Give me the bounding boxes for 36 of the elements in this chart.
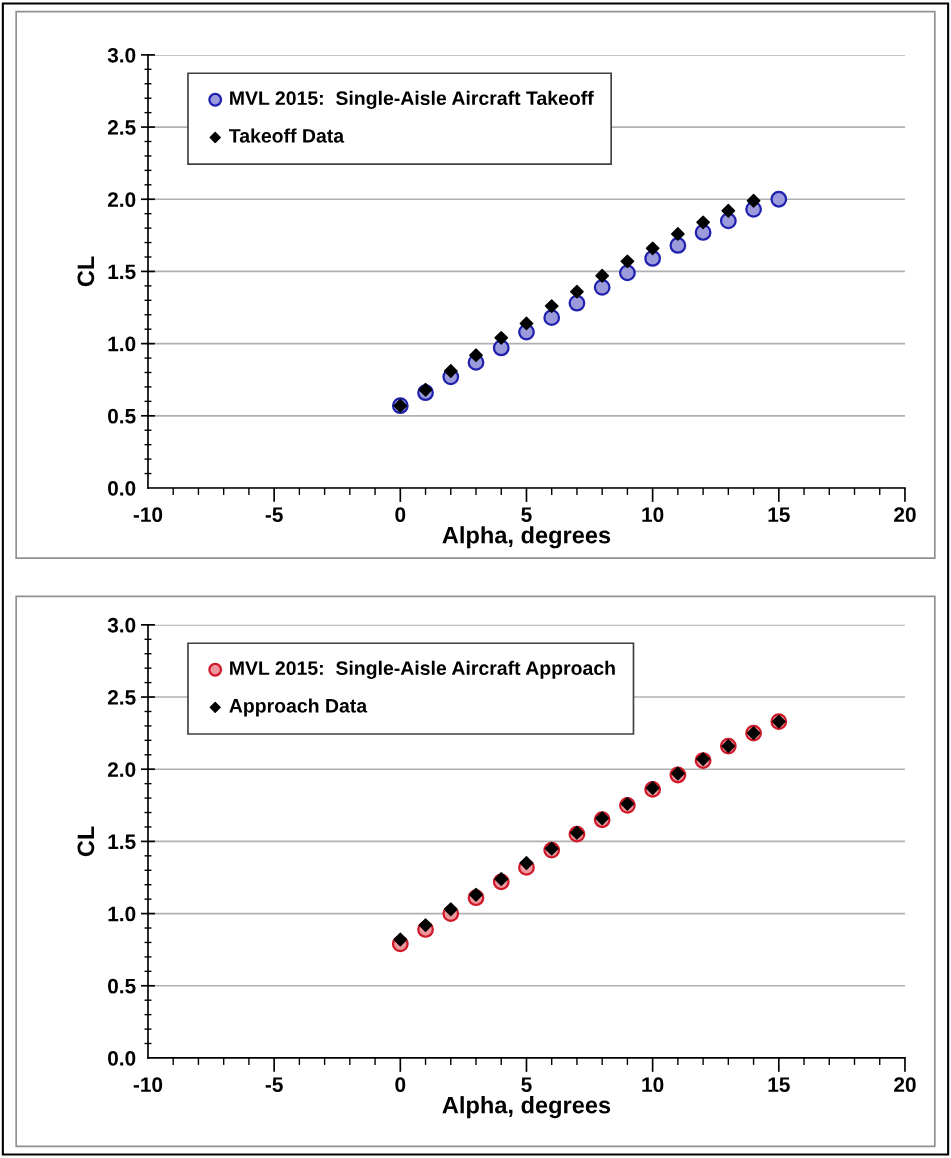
legend-label: Takeoff Data: [229, 128, 345, 143]
y-tick-label: 1.0: [108, 336, 136, 352]
x-tick-label: 10: [642, 1077, 664, 1092]
x-tick-label: 0: [395, 1077, 406, 1092]
x-axis-title: Alpha, degrees: [442, 1096, 611, 1119]
x-tick-label: 10: [642, 507, 664, 523]
y-tick-label: 3.0: [107, 617, 136, 633]
y-tick-label: 3.0: [107, 47, 136, 63]
x-tick-label: -5: [265, 1077, 283, 1092]
x-tick-label: 15: [768, 507, 790, 523]
x-tick-label: 20: [894, 507, 916, 523]
x-tick-label: 5: [521, 507, 532, 523]
x-tick-label: 20: [894, 1077, 916, 1092]
x-axis-title: Alpha, degrees: [442, 526, 611, 549]
x-tick-label: 15: [768, 1077, 790, 1092]
legend-label: MVL 2015: Single-Aisle Aircraft Approach: [230, 660, 615, 679]
y-tick-label: 1.5: [108, 264, 136, 280]
y-axis-title: CL: [77, 256, 95, 287]
x-tick-label: -10: [133, 507, 163, 523]
x-tick-label: 0: [395, 507, 406, 523]
y-tick-label: 2.5: [107, 690, 136, 705]
x-tick-label: -5: [265, 507, 283, 523]
x-tick-label: -10: [133, 1077, 163, 1092]
legend-label: MVL 2015: Single-Aisle Aircraft Takeoff: [230, 90, 594, 109]
y-axis-title: CL: [77, 826, 95, 857]
y-tick-label: 0.5: [108, 978, 136, 994]
y-tick-label: 0.0: [108, 1050, 136, 1066]
legend-label: Approach Data: [229, 698, 368, 717]
y-tick-label: 1.5: [108, 834, 136, 850]
y-tick-label: 1.0: [108, 906, 136, 922]
y-tick-label: 2.0: [107, 192, 136, 208]
y-tick-label: 0.5: [108, 408, 136, 424]
y-tick-label: 2.0: [107, 762, 136, 777]
y-tick-label: 2.5: [107, 120, 136, 135]
x-tick-label: 5: [521, 1077, 532, 1092]
y-tick-label: 0.0: [108, 480, 136, 496]
